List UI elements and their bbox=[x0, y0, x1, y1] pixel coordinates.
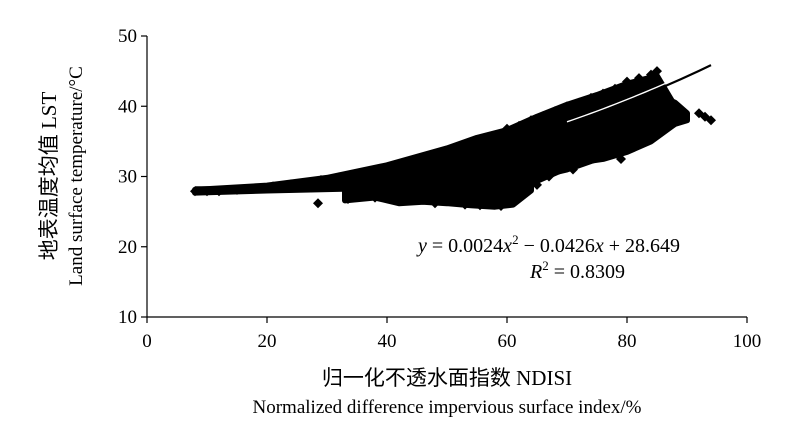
data-point bbox=[568, 104, 578, 115]
data-point bbox=[580, 136, 590, 147]
x-axis-label-en: Normalized difference impervious surface… bbox=[253, 397, 642, 418]
y-tick-label: 40 bbox=[118, 96, 137, 117]
data-point bbox=[634, 73, 644, 84]
trend-line-highlight bbox=[566, 62, 712, 123]
point-cloud bbox=[528, 89, 690, 187]
x-tick-label: 100 bbox=[733, 331, 762, 352]
r-squared-label: R2 = 0.8309 bbox=[529, 258, 625, 283]
data-point bbox=[676, 113, 686, 124]
data-point bbox=[508, 196, 518, 207]
data-point bbox=[604, 143, 614, 154]
data-point bbox=[640, 136, 650, 147]
data-point bbox=[484, 132, 494, 143]
data-point bbox=[475, 200, 485, 211]
data-point bbox=[622, 76, 632, 87]
data-point bbox=[313, 198, 323, 209]
data-point bbox=[388, 191, 398, 202]
data-point bbox=[424, 151, 434, 162]
data-point bbox=[574, 97, 584, 108]
regression-equation: y = 0.0024x2 − 0.0426x + 28.649 bbox=[416, 232, 680, 257]
x-tick-label: 20 bbox=[258, 331, 277, 352]
data-point bbox=[460, 199, 470, 210]
data-point bbox=[544, 171, 554, 182]
data-point bbox=[586, 92, 596, 103]
data-point bbox=[550, 106, 560, 117]
data-point bbox=[538, 111, 548, 122]
data-point bbox=[400, 195, 410, 206]
data-point bbox=[610, 83, 620, 94]
data-point bbox=[520, 167, 530, 178]
x-axis-ticks: 0 20 40 60 80 100 bbox=[142, 317, 761, 352]
data-point bbox=[628, 136, 638, 147]
x-axis-label-cn: 归一化不透水面指数 NDISI bbox=[322, 366, 572, 390]
data-point bbox=[445, 196, 455, 207]
y-tick-label: 30 bbox=[118, 167, 137, 188]
data-point bbox=[514, 120, 524, 131]
data-point bbox=[646, 115, 656, 126]
data-point bbox=[538, 118, 548, 129]
data-point bbox=[415, 192, 425, 203]
y-axis-label-en: Land surface temperature/°C bbox=[66, 66, 87, 286]
x-tick-label: 80 bbox=[618, 331, 637, 352]
data-point bbox=[202, 186, 212, 197]
axes: 0 20 40 60 80 100 10 20 30 40 50 bbox=[118, 26, 761, 352]
y-axis-ticks: 10 20 30 40 50 bbox=[118, 26, 147, 328]
trend-line bbox=[194, 64, 712, 189]
x-tick-label: 40 bbox=[378, 331, 397, 352]
data-point bbox=[190, 186, 200, 197]
scatter-point-clouds bbox=[192, 73, 690, 210]
y-axis-label-cn: 地表温度均值 LST bbox=[37, 92, 61, 261]
data-point bbox=[472, 136, 482, 147]
y-tick-label: 50 bbox=[118, 26, 137, 47]
data-point bbox=[616, 153, 626, 164]
data-point bbox=[526, 115, 536, 126]
data-point bbox=[430, 198, 440, 209]
data-point bbox=[454, 141, 464, 152]
data-point bbox=[214, 186, 224, 197]
data-point bbox=[706, 115, 716, 126]
data-point bbox=[556, 157, 566, 168]
y-tick-label: 10 bbox=[118, 307, 137, 328]
data-point bbox=[592, 150, 602, 161]
data-point bbox=[532, 179, 542, 190]
data-point bbox=[442, 146, 452, 157]
data-point bbox=[568, 164, 578, 175]
x-tick-label: 0 bbox=[142, 331, 152, 352]
data-point bbox=[502, 123, 512, 134]
data-point bbox=[370, 192, 380, 203]
x-tick-label: 60 bbox=[498, 331, 517, 352]
data-point bbox=[412, 155, 422, 166]
data-point bbox=[598, 88, 608, 99]
data-point bbox=[652, 66, 662, 77]
data-point bbox=[343, 193, 353, 204]
data-point bbox=[496, 201, 506, 212]
data-point bbox=[658, 111, 668, 122]
y-tick-label: 20 bbox=[118, 237, 137, 258]
